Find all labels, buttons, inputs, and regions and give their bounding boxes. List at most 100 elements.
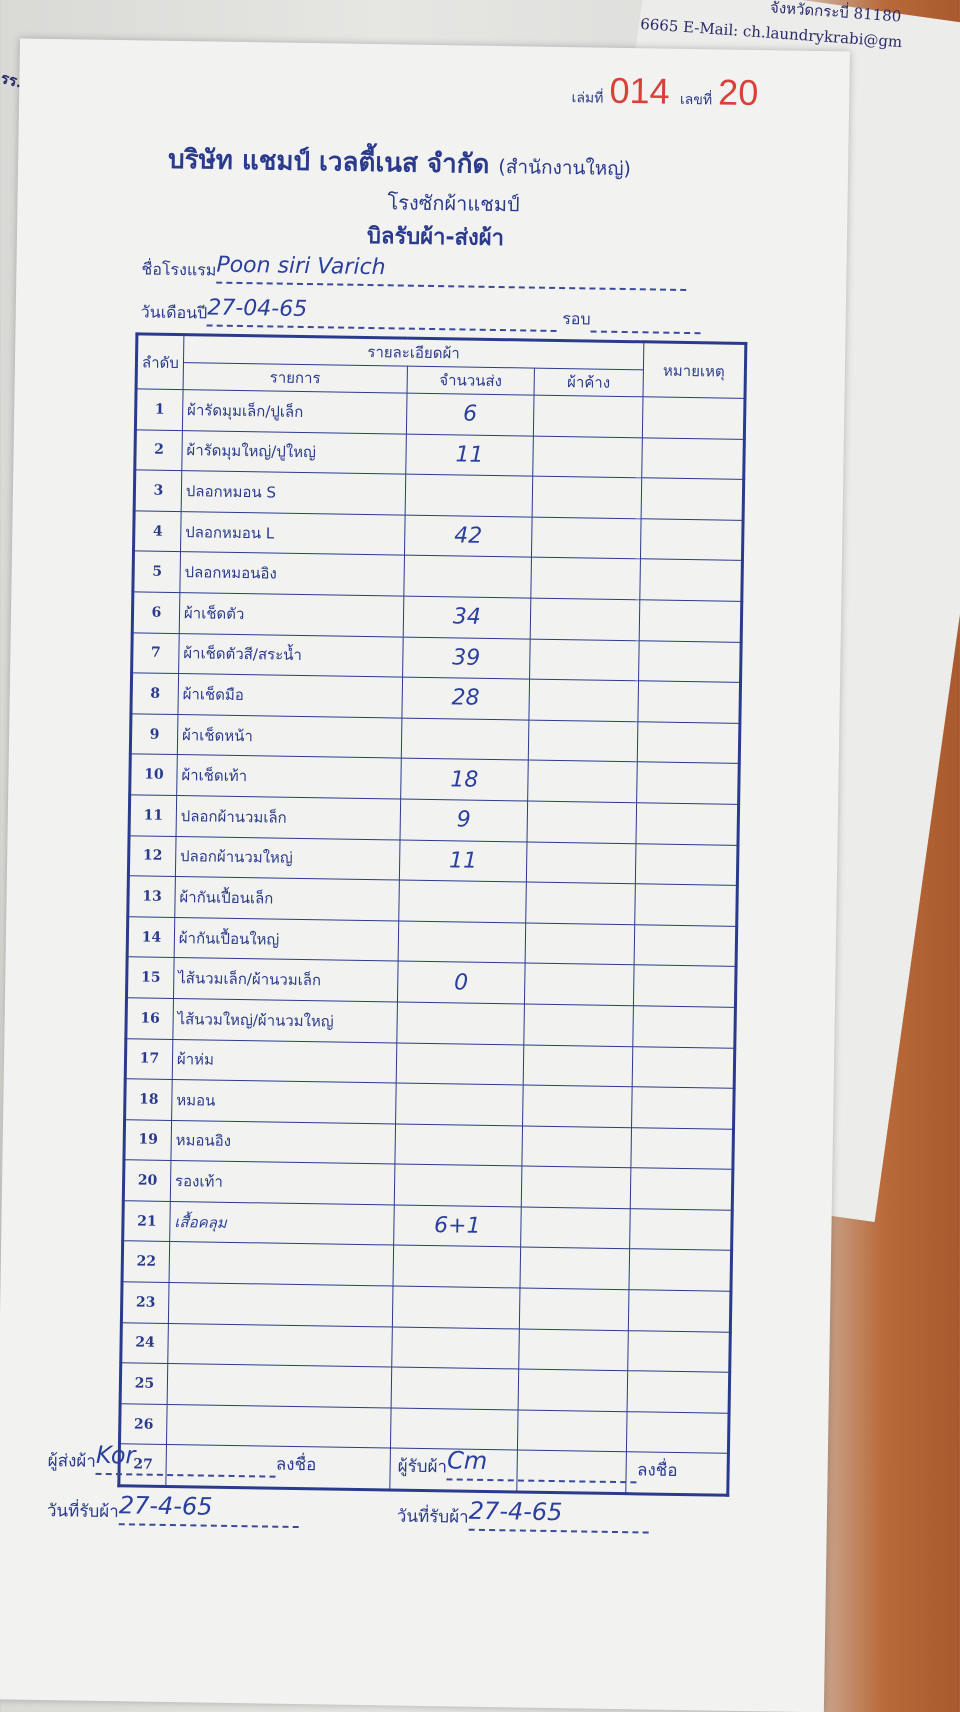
receiver-date-value: 27-4-65 — [468, 1496, 563, 1527]
number-label: เลขที่ — [679, 91, 713, 109]
row-remark — [629, 1208, 733, 1251]
row-qty — [390, 1407, 518, 1451]
row-remark — [635, 802, 739, 845]
row-pending — [530, 557, 641, 600]
row-remark — [634, 883, 738, 927]
row-item: ผ้าห่ม — [172, 1039, 397, 1084]
row-qty: 11 — [399, 839, 527, 883]
row-item: ปลอกผ้านวมเล็ก — [175, 795, 401, 840]
row-qty — [403, 555, 532, 599]
row-qty — [395, 1083, 524, 1126]
row-item — [166, 1404, 391, 1449]
row-pending — [517, 1369, 628, 1412]
row-number: 19 — [123, 1119, 172, 1161]
row-pending — [528, 679, 639, 722]
subtitle: โรงซักผ้าแชมป์ — [387, 190, 520, 217]
row-remark — [632, 1046, 735, 1089]
row-number: 10 — [129, 754, 178, 796]
receiver-field: ผู้รับผ้าCm ลงชื่อ — [397, 1446, 678, 1484]
row-remark — [628, 1289, 731, 1332]
row-pending — [520, 1206, 631, 1250]
row-item — [168, 1241, 394, 1287]
row-qty: 6+1 — [393, 1204, 522, 1248]
sender-date-label: วันที่รับผ้า — [46, 1501, 119, 1523]
round-label: รอบ — [562, 309, 591, 329]
col-no: ลำดับ — [136, 333, 184, 390]
row-qty — [401, 717, 529, 761]
row-number: 22 — [122, 1241, 170, 1283]
row-remark — [633, 965, 737, 1008]
row-qty: 42 — [404, 514, 532, 558]
row-pending — [521, 1166, 631, 1209]
row-item: ผ้าเช็ดเท้า — [176, 754, 402, 799]
row-item: ไส้นวมใหญ่/ผ้านวมใหญ่ — [172, 998, 398, 1043]
row-number: 8 — [130, 672, 179, 715]
row-qty — [397, 920, 526, 964]
hotel-label: ชื่อโรงแรม — [141, 259, 217, 280]
row-number: 25 — [120, 1362, 168, 1405]
sender-field: ผู้ส่งผ้าKor ลงชื่อ — [48, 1440, 317, 1478]
row-remark — [640, 518, 744, 561]
row-number: 13 — [127, 875, 176, 918]
row-qty — [394, 1164, 522, 1207]
row-item: ผ้าเช็ดมือ — [177, 673, 403, 718]
row-item — [167, 1363, 392, 1408]
row-pending — [525, 882, 636, 925]
row-number: 26 — [119, 1403, 168, 1445]
book-label: เล่มที่ — [571, 90, 604, 107]
row-pending — [531, 476, 642, 519]
row-pending — [533, 395, 643, 438]
row-qty — [394, 1123, 523, 1167]
row-remark — [633, 924, 737, 967]
col-qty: จำนวนส่ง — [406, 366, 535, 396]
branch-label: (สำนักงานใหญ่) — [498, 156, 632, 181]
row-item: ผ้ากันเปื้อนเล็ก — [174, 876, 400, 921]
hotel-field: ชื่อโรงแรมPoon siri Varich — [141, 252, 687, 291]
row-number: 24 — [120, 1322, 169, 1364]
date-label: วันเดือนปี — [140, 302, 208, 323]
hotel-value: Poon siri Varich — [216, 252, 386, 281]
row-remark — [638, 640, 742, 683]
receiver-date-field: วันที่รับผ้า27-4-65 — [397, 1496, 649, 1534]
row-remark — [637, 680, 741, 724]
row-remark — [632, 1005, 736, 1048]
row-pending — [527, 760, 638, 803]
receiver-label: ผู้รับผ้า — [397, 1456, 448, 1478]
row-number: 6 — [132, 591, 180, 634]
row-pending — [521, 1125, 632, 1168]
row-item: หมอน — [171, 1079, 397, 1124]
receiver-signature: Cm — [446, 1446, 488, 1475]
row-remark — [637, 721, 740, 764]
row-item — [168, 1282, 393, 1327]
row-pending — [528, 719, 638, 763]
row-remark — [630, 1167, 733, 1211]
row-remark — [642, 396, 745, 440]
sender-date-field: วันที่รับผ้า27-4-65 — [46, 1491, 299, 1529]
row-number: 9 — [130, 713, 178, 755]
row-number: 4 — [133, 510, 182, 552]
row-number: 5 — [132, 551, 181, 593]
date-field: วันเดือนปี27-04-65 รอบ — [140, 295, 701, 335]
sender-sign-label: ลงชื่อ — [275, 1454, 317, 1476]
laundry-receipt: เล่มที่ 014 เลขที่ 20 บริษัท แชมป์ เวลตี้เ… — [0, 38, 850, 1712]
row-pending — [522, 1085, 633, 1128]
sender-value: Kor — [95, 1440, 136, 1470]
row-pending — [523, 1044, 633, 1087]
row-item: ไส้นวมเล็ก/ผ้านวมเล็ก — [173, 957, 398, 1002]
book-number: 014 — [609, 69, 670, 112]
row-number: 16 — [125, 997, 174, 1040]
row-qty — [390, 1367, 519, 1410]
row-item: ผ้าเช็ดตัวสี/สระน้ำ — [178, 633, 404, 678]
row-number: 21 — [122, 1200, 171, 1242]
row-number: 3 — [134, 470, 182, 512]
row-qty: 18 — [400, 758, 529, 801]
row-item: ผ้าเช็ดตัว — [179, 592, 404, 637]
row-number: 1 — [135, 388, 183, 431]
row-qty — [392, 1245, 521, 1289]
row-item: ปลอกหมอน S — [181, 470, 406, 515]
row-item: ผ้ากันเปื้อนใหญ่ — [174, 917, 399, 962]
row-number: 17 — [125, 1038, 173, 1080]
row-remark — [626, 1411, 730, 1454]
row-number: 20 — [123, 1160, 171, 1202]
row-item: ผ้ารัดมุมใหญ่/ปูใหญ่ — [181, 430, 407, 475]
